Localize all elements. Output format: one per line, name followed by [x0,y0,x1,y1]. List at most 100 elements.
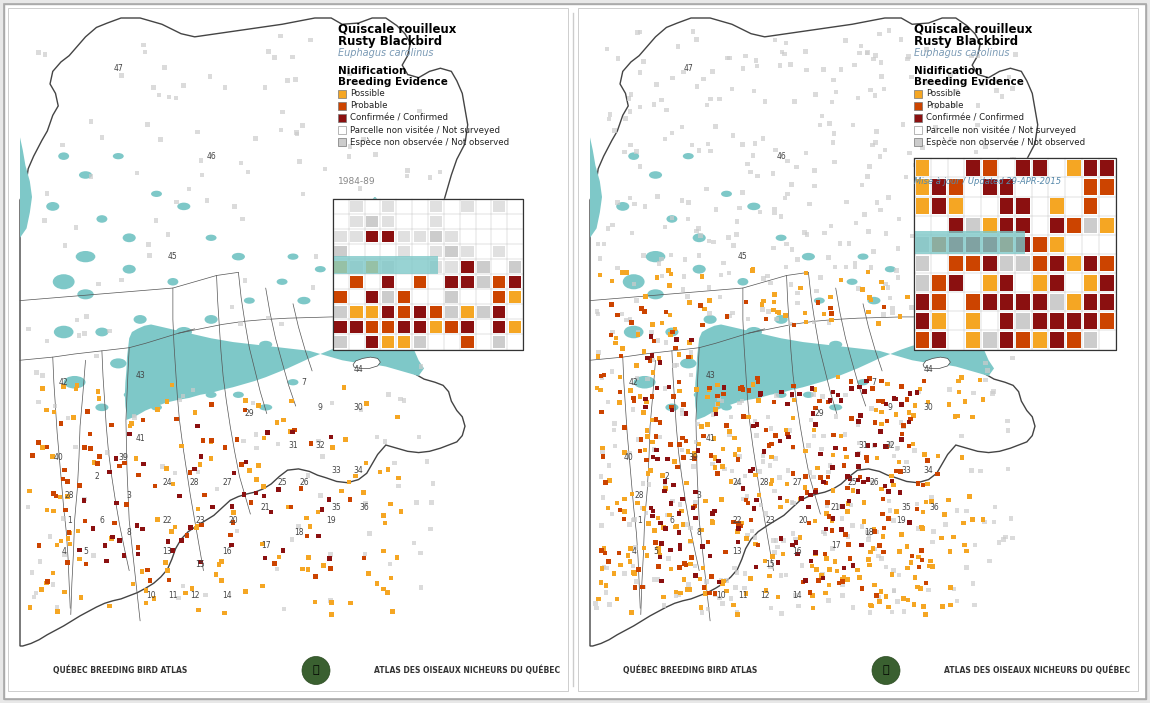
Bar [772,245,776,250]
Bar [36,440,40,444]
Bar [636,567,641,572]
Bar [873,547,877,551]
Bar [954,599,959,603]
Bar [875,456,880,460]
Bar [894,268,898,273]
Bar [710,574,714,579]
Bar [848,556,852,560]
Bar [658,420,662,425]
Bar [820,574,823,578]
Bar [254,477,259,482]
Bar [969,53,974,58]
Bar [923,500,928,504]
Bar [803,474,807,479]
Bar [445,246,458,257]
Text: 14: 14 [223,591,232,600]
Bar [721,261,726,265]
Bar [677,543,682,547]
Bar [645,553,650,558]
Bar [914,390,919,395]
Bar [741,143,745,147]
Bar [661,595,666,599]
Bar [838,504,843,509]
Bar [242,492,246,497]
Bar [662,489,667,494]
Bar [642,349,646,354]
Bar [827,583,831,587]
Bar [656,194,660,199]
Bar [416,435,421,439]
Bar [888,508,892,512]
Bar [713,593,718,597]
Text: Euphagus carolinus: Euphagus carolinus [914,48,1010,58]
Bar [886,195,890,200]
Bar [706,540,711,544]
Bar [720,582,724,586]
Bar [659,98,664,103]
Bar [681,411,684,415]
Bar [247,468,252,473]
Bar [664,108,668,112]
Bar [751,382,756,387]
Ellipse shape [371,197,378,216]
Ellipse shape [176,327,192,337]
Text: 7: 7 [301,378,306,387]
Ellipse shape [803,392,814,398]
Bar [618,401,622,405]
Bar [758,209,762,214]
Text: 18: 18 [293,529,304,538]
Bar [677,442,682,447]
Bar [477,276,490,288]
Bar [899,437,904,441]
Bar [133,456,138,461]
Bar [986,368,989,373]
Bar [659,521,662,525]
Bar [419,364,423,369]
Text: Possible: Possible [926,89,960,98]
Bar [308,524,312,529]
Bar [910,305,914,309]
Bar [680,124,684,129]
Bar [664,527,668,531]
Bar [967,292,972,297]
Bar [630,231,635,236]
Ellipse shape [315,266,325,272]
Bar [946,498,951,502]
Bar [856,96,860,101]
Text: 15: 15 [196,560,205,569]
Bar [84,314,89,318]
Bar [772,538,776,543]
Ellipse shape [54,325,74,338]
Bar [774,456,777,460]
Bar [351,306,362,318]
Bar [143,50,147,54]
Bar [132,415,137,420]
Bar [981,397,986,401]
Bar [634,546,638,550]
Bar [749,469,753,473]
Bar [597,351,600,355]
Bar [164,466,169,470]
Bar [905,295,910,299]
Bar [1017,160,1030,176]
Bar [733,586,737,590]
Bar [461,261,474,273]
Bar [598,273,603,277]
Bar [928,316,933,320]
Bar [688,526,692,530]
Bar [949,198,963,214]
Bar [905,57,910,61]
Text: 3: 3 [126,491,131,500]
Bar [730,311,735,315]
Bar [914,313,919,317]
Bar [711,520,715,524]
Bar [644,295,647,299]
Bar [654,276,659,280]
Bar [256,463,261,467]
Bar [875,200,879,205]
Bar [1017,256,1030,271]
Bar [737,447,742,451]
Bar [873,420,877,425]
Bar [775,310,780,314]
Bar [750,268,754,273]
